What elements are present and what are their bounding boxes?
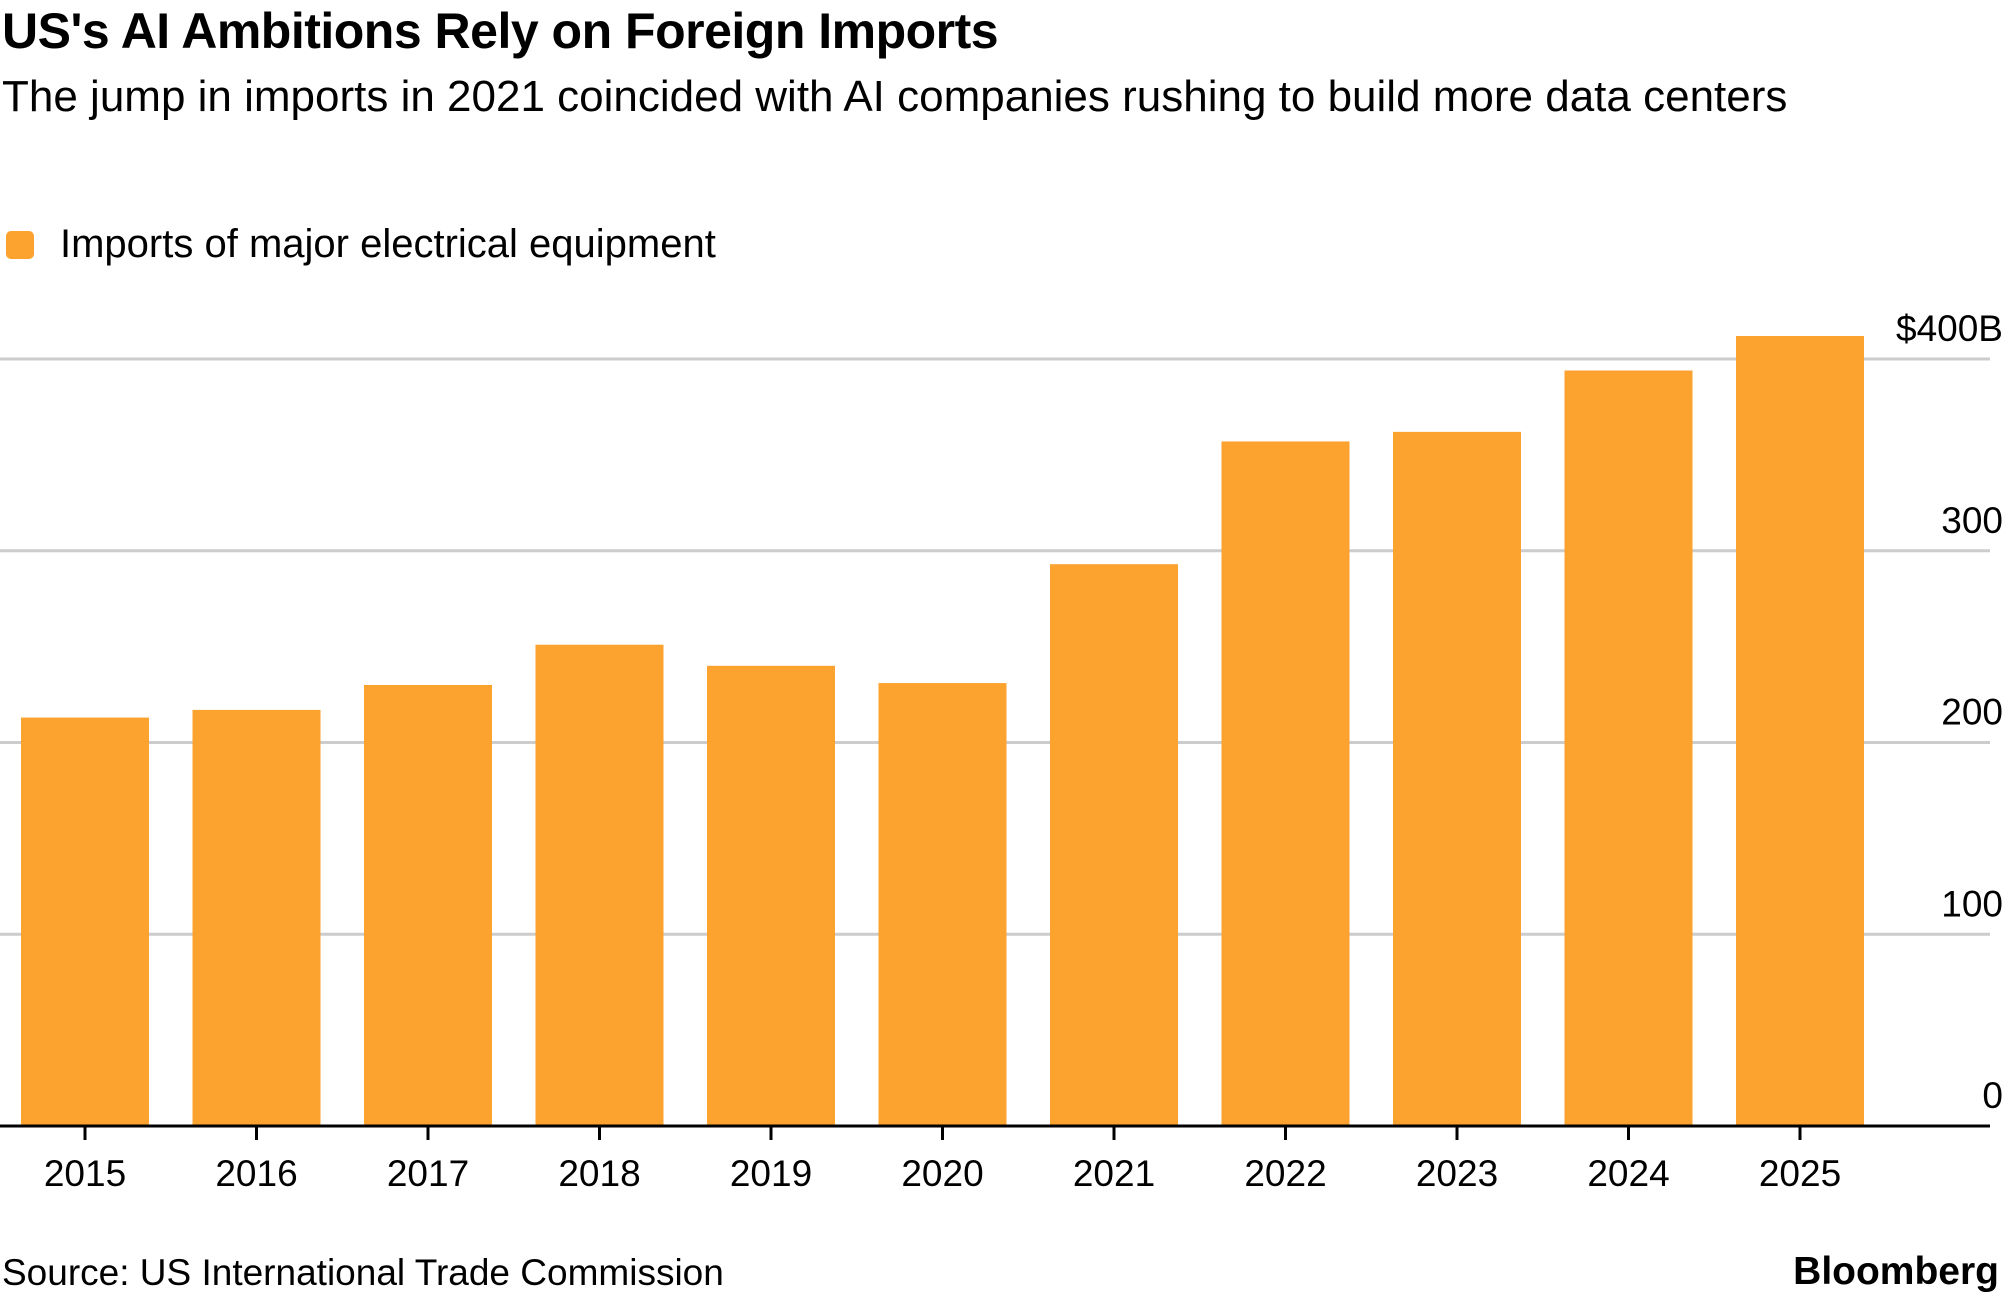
y-tick-label: $400B: [1896, 308, 2003, 349]
bar-2025: [1736, 335, 1864, 1126]
y-tick-label: 300: [1941, 500, 2003, 541]
legend: Imports of major electrical equipment: [6, 222, 716, 267]
x-tick-label: 2020: [901, 1153, 983, 1194]
tick-labels: 0 100 200 300 $400B 2015 2016 2017 2018 2019 2020 2…: [44, 308, 2003, 1194]
bar-2023: [1393, 431, 1521, 1126]
bar-2017: [364, 684, 492, 1126]
x-tick-label: 2019: [730, 1153, 812, 1194]
legend-swatch: [6, 230, 34, 259]
x-tick-label: 2023: [1416, 1153, 1498, 1194]
source-note: Source: US International Trade Commissio…: [2, 1252, 724, 1293]
y-tick-label: 100: [1941, 883, 2003, 924]
bar-2022: [1221, 441, 1350, 1126]
x-tick-label: 2015: [44, 1153, 126, 1194]
y-tick-label: 0: [1982, 1075, 2003, 1116]
bloomberg-logo: Bloomberg: [1793, 1250, 1999, 1293]
x-tick-label: 2021: [1073, 1153, 1155, 1194]
y-tick-label: 200: [1941, 692, 2003, 733]
bar-2019: [707, 665, 835, 1126]
bar-2018: [535, 644, 664, 1126]
chart-subtitle: The jump in imports in 2021 coincided wi…: [2, 72, 1788, 121]
x-tick-label: 2018: [558, 1153, 640, 1194]
chart-title: US's AI Ambitions Rely on Foreign Import…: [2, 3, 999, 59]
bar-2015: [21, 717, 149, 1126]
bar-2024: [1564, 370, 1693, 1126]
bar-2016: [192, 709, 321, 1126]
x-tick-label: 2016: [215, 1153, 297, 1194]
bars: [21, 335, 1864, 1126]
bar-2020: [878, 683, 1007, 1126]
axes: [0, 1124, 1990, 1140]
legend-label: Imports of major electrical equipment: [60, 222, 716, 266]
x-tick-label: 2017: [387, 1153, 469, 1194]
bar-2021: [1050, 564, 1178, 1126]
x-tick-label: 2025: [1759, 1153, 1841, 1194]
x-tick-label: 2024: [1587, 1153, 1669, 1194]
x-tick-label: 2022: [1244, 1153, 1326, 1194]
